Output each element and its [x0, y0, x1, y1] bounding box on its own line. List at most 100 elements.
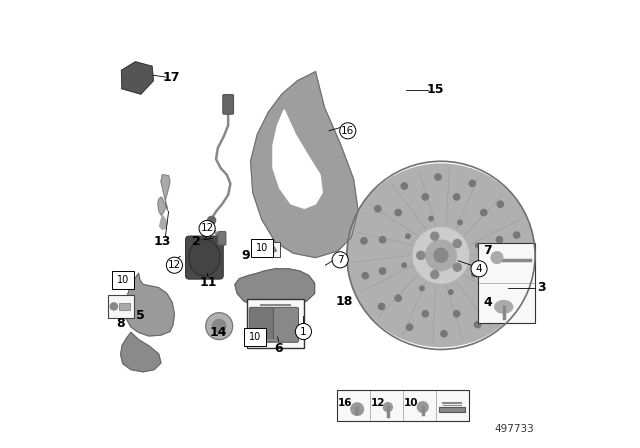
Circle shape — [469, 181, 476, 187]
Text: 17: 17 — [163, 70, 180, 84]
Text: 16: 16 — [341, 126, 355, 136]
Circle shape — [434, 248, 448, 262]
Text: 3: 3 — [537, 281, 546, 294]
Circle shape — [206, 313, 233, 340]
Circle shape — [268, 246, 275, 253]
Circle shape — [474, 322, 481, 328]
Circle shape — [454, 310, 460, 317]
Circle shape — [431, 232, 439, 240]
FancyBboxPatch shape — [119, 303, 130, 310]
Circle shape — [458, 220, 462, 224]
FancyBboxPatch shape — [246, 299, 305, 348]
Text: 5: 5 — [136, 309, 145, 323]
Circle shape — [476, 243, 480, 248]
Text: 12: 12 — [371, 398, 385, 408]
Circle shape — [199, 220, 215, 237]
Circle shape — [378, 303, 385, 310]
Text: 10: 10 — [255, 243, 268, 253]
FancyBboxPatch shape — [439, 407, 465, 412]
FancyBboxPatch shape — [108, 295, 134, 318]
Circle shape — [380, 268, 386, 274]
Circle shape — [110, 303, 118, 310]
Circle shape — [454, 194, 460, 200]
Polygon shape — [120, 332, 161, 372]
Circle shape — [375, 206, 381, 212]
Circle shape — [496, 237, 502, 243]
Circle shape — [362, 272, 369, 279]
Polygon shape — [158, 175, 170, 215]
Circle shape — [481, 295, 487, 301]
FancyBboxPatch shape — [273, 307, 298, 342]
Circle shape — [481, 210, 487, 216]
Circle shape — [435, 174, 441, 180]
Circle shape — [429, 216, 433, 221]
Text: 497733: 497733 — [494, 424, 534, 434]
Circle shape — [497, 201, 504, 207]
FancyBboxPatch shape — [255, 242, 280, 257]
Circle shape — [401, 183, 408, 189]
Text: 14: 14 — [209, 326, 227, 339]
Polygon shape — [235, 269, 315, 310]
Polygon shape — [122, 62, 154, 94]
Circle shape — [453, 240, 461, 248]
Circle shape — [361, 237, 367, 244]
Polygon shape — [159, 215, 167, 229]
Circle shape — [212, 319, 226, 333]
Circle shape — [513, 232, 520, 238]
Circle shape — [501, 299, 507, 305]
Circle shape — [395, 295, 401, 301]
Text: 16: 16 — [338, 398, 353, 408]
Circle shape — [340, 123, 356, 139]
Polygon shape — [273, 110, 323, 208]
Circle shape — [332, 252, 348, 268]
FancyBboxPatch shape — [218, 232, 226, 245]
Circle shape — [383, 403, 392, 412]
Circle shape — [422, 194, 428, 200]
Text: 15: 15 — [427, 83, 444, 96]
Circle shape — [496, 268, 502, 274]
Circle shape — [351, 403, 364, 415]
Circle shape — [380, 237, 386, 243]
Circle shape — [472, 272, 476, 277]
Circle shape — [417, 251, 425, 259]
Circle shape — [471, 261, 487, 277]
FancyBboxPatch shape — [186, 236, 223, 279]
Circle shape — [395, 210, 401, 216]
Ellipse shape — [495, 301, 513, 313]
Polygon shape — [125, 273, 174, 336]
Text: 12: 12 — [200, 224, 214, 233]
FancyBboxPatch shape — [223, 95, 234, 114]
Circle shape — [422, 310, 428, 317]
FancyBboxPatch shape — [478, 243, 534, 323]
Ellipse shape — [347, 164, 535, 347]
Text: 4: 4 — [476, 264, 483, 274]
FancyBboxPatch shape — [337, 390, 468, 421]
Polygon shape — [250, 72, 358, 258]
Text: 10: 10 — [403, 398, 418, 408]
FancyBboxPatch shape — [249, 307, 275, 342]
Text: 11: 11 — [199, 276, 217, 289]
Circle shape — [417, 402, 428, 413]
Circle shape — [491, 252, 503, 263]
Circle shape — [453, 263, 461, 271]
Circle shape — [413, 228, 468, 283]
Text: 18: 18 — [336, 294, 353, 308]
Text: 2: 2 — [193, 234, 201, 248]
Ellipse shape — [189, 239, 220, 276]
Text: 13: 13 — [154, 235, 171, 249]
Text: 6: 6 — [275, 342, 283, 355]
Text: 8: 8 — [116, 317, 125, 330]
Text: 12: 12 — [168, 260, 181, 270]
Text: 9: 9 — [242, 249, 250, 262]
Circle shape — [295, 323, 312, 340]
Circle shape — [431, 271, 439, 279]
Circle shape — [166, 257, 182, 273]
Circle shape — [420, 286, 424, 291]
Text: 1: 1 — [300, 327, 307, 336]
Text: 10: 10 — [116, 276, 129, 285]
Circle shape — [207, 216, 216, 224]
FancyBboxPatch shape — [112, 271, 134, 289]
Text: 10: 10 — [249, 332, 261, 342]
Circle shape — [515, 267, 521, 273]
Circle shape — [406, 324, 413, 330]
